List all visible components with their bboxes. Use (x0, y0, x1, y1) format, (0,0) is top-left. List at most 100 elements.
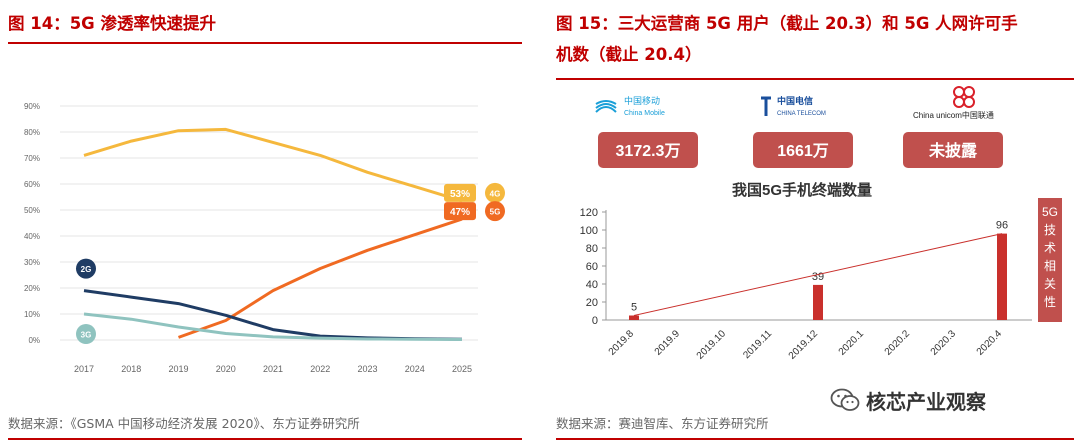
left-figure: 图 14：5G 渗透率快速提升 0% 10% 20% 30% 40% 50% 60% 70% 8… (0, 0, 528, 448)
x-tick-label: 2017 (74, 364, 94, 374)
right-source: 数据来源：赛迪智库、东方证券研究所 (556, 416, 769, 431)
y-tick-label: 40% (24, 232, 40, 241)
right-figure-title: 图 15：三大运营商 5G 用户（截止 20.3）和 5G 人网许可手 机数（截… (556, 8, 1018, 70)
x-tick-label: 2024 (405, 364, 425, 374)
x-tick-label: 2022 (310, 364, 330, 374)
operator-value: 未披露 (928, 141, 978, 160)
operator-value-box (753, 132, 853, 168)
watermark-text: 核芯产业观察 (866, 389, 986, 414)
series-badge-label: 2G (81, 265, 92, 274)
operator-value: 1661万 (777, 143, 829, 160)
x-tick-label: 2019.8 (607, 328, 637, 358)
logo-text: 中国移动 (624, 95, 660, 106)
end-value-box (444, 183, 476, 202)
x-tick-label: 2020.1 (837, 328, 867, 358)
series-line-3G (83, 312, 463, 341)
series-badge-label: 4G (490, 189, 501, 198)
title-divider (8, 42, 522, 44)
x-tick-label: 2023 (357, 364, 377, 374)
bar-chart-title: 我国5G手机终端数量 (732, 181, 872, 199)
logo-text: China unicom中国联通 (913, 110, 994, 120)
y-tick-label: 80 (586, 243, 598, 255)
x-tick-label: 2019 (168, 364, 188, 374)
trendline (633, 233, 1003, 316)
left-figure-title: 图 14：5G 渗透率快速提升 (8, 14, 216, 33)
end-value-label: 47% (450, 207, 470, 218)
side-label-box (1038, 198, 1062, 322)
x-tick-label: 2025 (452, 364, 472, 374)
y-tick-label: 0% (28, 336, 40, 345)
y-tick-label: 80% (24, 128, 40, 137)
side-label-char: 性 (1044, 295, 1056, 309)
bar-value-label: 96 (996, 220, 1008, 232)
bottom-divider (556, 438, 1074, 440)
logo-swoosh (595, 106, 617, 113)
china-unicom-icon: China unicom中国联通 (913, 86, 994, 120)
bar (629, 315, 639, 320)
left-source: 数据来源：《GSMA 中国移动经济发展 2020》、东方证券研究所 (8, 416, 360, 431)
x-tick-label: 2019.9 (653, 328, 683, 358)
series-line-4G (83, 127, 463, 203)
watermark: 核芯产业观察 (830, 386, 986, 414)
bar (997, 233, 1007, 320)
side-label-char: 5G (1042, 205, 1058, 219)
logo-knot (953, 86, 965, 98)
y-tick-label: 60% (24, 180, 40, 189)
side-label-char: 技 (1044, 223, 1056, 237)
handset-bar-chart: 中国移动 China Mobile 3172.3万 中国电信 CHINA TELECOM… (580, 86, 1062, 362)
x-tick-label: 2020.3 (929, 328, 959, 358)
side-label-char: 术 (1044, 241, 1056, 255)
right-figure: 图 15：三大运营商 5G 用户（截止 20.3）和 5G 人网许可手 机数（截… (548, 0, 1080, 448)
logo-text: 中国电信 (777, 95, 813, 106)
logo-subtext: China Mobile (624, 110, 665, 117)
logo-swoosh (595, 103, 617, 109)
y-tick-label: 40 (586, 279, 598, 291)
penetration-line-chart: 0% 10% 20% 30% 40% 50% 60% 70% 80% 90% 2017 2018 201… (24, 102, 505, 374)
series-line-5G (177, 217, 463, 339)
operator-value-box (598, 132, 698, 168)
y-tick-label: 90% (24, 102, 40, 111)
x-tick-label: 2020.4 (975, 328, 1005, 358)
y-tick-label: 60 (586, 261, 598, 273)
wechat-icon (830, 388, 860, 411)
side-label-char: 关 (1044, 277, 1056, 291)
x-tick-label: 2019.12 (787, 328, 821, 362)
y-tick-label: 30% (24, 258, 40, 267)
bottom-divider (8, 438, 522, 440)
bar-value-label: 39 (812, 271, 824, 283)
x-tick-label: 2020 (216, 364, 236, 374)
right-title-line2: 机数（截止 20.4） (556, 45, 702, 64)
bar (813, 284, 823, 320)
logo-knot (953, 96, 965, 108)
title-divider (556, 78, 1074, 80)
side-label-char: 相 (1044, 259, 1056, 273)
y-tick-label: 0 (592, 315, 598, 327)
x-tick-label: 2018 (121, 364, 141, 374)
x-tick-label: 2020.2 (883, 328, 913, 358)
y-tick-label: 50% (24, 206, 40, 215)
operator-value: 3172.3万 (616, 143, 681, 160)
y-tick-label: 20% (24, 284, 40, 293)
logo-subtext: CHINA TELECOM (777, 111, 826, 117)
series-badge-label: 5G (490, 208, 501, 217)
series-badge-label: 3G (81, 331, 92, 340)
logo-mark (761, 96, 771, 116)
y-tick-label: 100 (580, 225, 598, 237)
logo-knot (963, 86, 975, 98)
logo-swoosh (595, 100, 617, 105)
y-tick-label: 120 (580, 207, 598, 219)
y-tick-label: 70% (24, 154, 40, 163)
end-value-box (444, 202, 476, 221)
china-mobile-icon: 中国移动 China Mobile (595, 95, 665, 117)
operator-value-box (903, 132, 1003, 168)
x-tick-label: 2021 (263, 364, 283, 374)
series-badge (76, 258, 96, 279)
series-badge (76, 324, 96, 344)
series-badge (485, 182, 505, 203)
end-value-label: 53% (450, 189, 470, 200)
logo-knot (963, 96, 975, 108)
right-title-line1: 图 15：三大运营商 5G 用户（截止 20.3）和 5G 人网许可手 (556, 14, 1018, 33)
y-tick-label: 20 (586, 297, 598, 309)
x-tick-label: 2019.11 (741, 328, 774, 361)
series-badge (485, 201, 505, 222)
